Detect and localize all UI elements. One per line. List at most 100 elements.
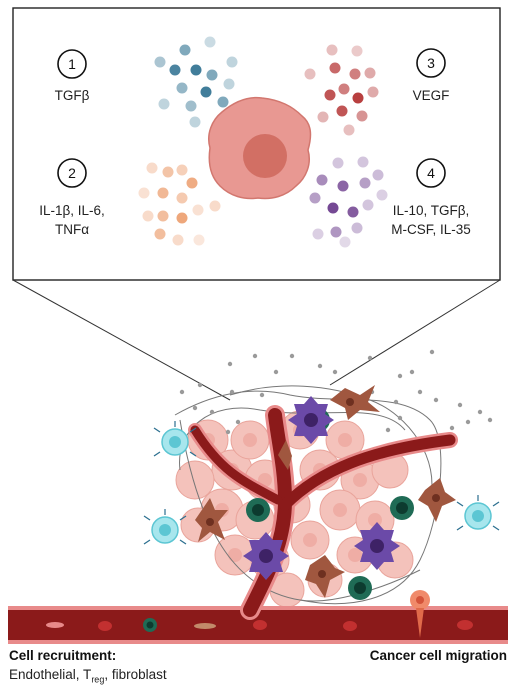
caption-recruitment-sub: Endothelial, Treg, fibroblast xyxy=(9,667,167,685)
cytokine-dot xyxy=(162,166,174,178)
cytokine-dot xyxy=(367,86,379,98)
cytokine-dots-tgfb xyxy=(154,36,238,128)
caption-cell-recruitment: Cell recruitment: xyxy=(9,648,117,663)
grey-dot xyxy=(397,415,403,421)
grey-dot xyxy=(192,405,198,411)
cytokine-dot xyxy=(157,187,169,199)
cytokine-dot xyxy=(172,234,184,246)
cytokine-dot xyxy=(146,162,158,174)
cytokine-dot xyxy=(338,83,350,95)
number-circle-3 xyxy=(416,48,446,78)
cytokine-dot xyxy=(329,62,341,74)
grey-dot xyxy=(235,419,241,425)
cytokine-dot xyxy=(359,177,371,189)
cytokine-dot xyxy=(192,204,204,216)
label-vegf: VEGF xyxy=(412,88,450,103)
label-il10-line2: M-CSF, IL-35 xyxy=(391,222,471,237)
extracellular-grey-dots xyxy=(179,349,493,435)
tumor-nucleus xyxy=(243,134,287,178)
cytokine-dot xyxy=(356,110,368,122)
cytokine-dot xyxy=(376,189,388,201)
cytokine-dots-vegf xyxy=(304,44,379,136)
grey-dot xyxy=(457,402,463,408)
number-label-2: 2 xyxy=(68,165,76,181)
cytokine-dot xyxy=(347,206,359,218)
cytokine-dot xyxy=(349,68,361,80)
grey-dot xyxy=(429,349,435,355)
cytokine-dot xyxy=(327,202,339,214)
zoom-line-right xyxy=(329,279,501,386)
cytokine-dot xyxy=(185,100,197,112)
cytokine-dot xyxy=(372,169,384,181)
cytokine-dot xyxy=(200,86,212,98)
cytokine-dot xyxy=(304,68,316,80)
cytokine-dot xyxy=(169,64,181,76)
number-circle-2 xyxy=(57,158,87,188)
cytokine-dots-il10 xyxy=(309,156,388,248)
cytokine-dot xyxy=(330,226,342,238)
label-il-line1: IL-1β, IL-6, xyxy=(39,203,105,218)
grey-dot xyxy=(289,353,295,359)
grey-dot xyxy=(487,417,493,423)
number-circle-4 xyxy=(416,158,446,188)
number-circle-1 xyxy=(57,49,87,79)
grey-dot xyxy=(393,399,399,405)
grey-dot xyxy=(409,369,415,375)
cytokine-dot xyxy=(157,210,169,222)
cytokine-dot xyxy=(362,199,374,211)
cytokine-dot xyxy=(206,69,218,81)
blood-vessel-branches xyxy=(188,405,458,620)
grey-dot xyxy=(179,389,185,395)
grey-dot xyxy=(367,355,373,361)
cytokine-dot xyxy=(176,164,188,176)
number-label-4: 4 xyxy=(427,165,435,181)
cytokine-dot xyxy=(364,67,376,79)
cytokine-dot xyxy=(317,111,329,123)
caption-cancer-migration: Cancer cell migration xyxy=(369,648,507,663)
vessel-wall-bottom xyxy=(8,640,508,644)
number-label-3: 3 xyxy=(427,55,435,71)
cytokine-dot xyxy=(209,200,221,212)
grey-dot xyxy=(332,369,338,375)
cytokine-dot xyxy=(189,116,201,128)
label-il10-line1: IL-10, TGFβ, xyxy=(392,203,470,218)
purple-macrophages xyxy=(243,396,400,580)
grey-dot xyxy=(197,382,203,388)
number-label-1: 1 xyxy=(68,56,76,72)
brown-fibroblasts xyxy=(195,385,456,598)
cytokine-dot xyxy=(339,236,351,248)
cytokine-dot xyxy=(176,212,188,224)
cytokine-dot xyxy=(158,98,170,110)
cytokine-dot xyxy=(352,92,364,104)
grey-dot xyxy=(229,389,235,395)
cytokine-dot xyxy=(190,64,202,76)
grey-dot xyxy=(252,353,258,359)
grey-dot xyxy=(433,397,439,403)
cytokine-dot xyxy=(351,45,363,57)
cytokine-dot xyxy=(357,156,369,168)
label-tgfb: TGFβ xyxy=(54,88,90,103)
cytokine-dot xyxy=(154,228,166,240)
cytokine-dot xyxy=(309,192,321,204)
zoom-line-left xyxy=(12,279,231,401)
grey-dot xyxy=(477,409,483,415)
cytokine-dot xyxy=(226,56,238,68)
cytokine-dot xyxy=(154,56,166,68)
cytokine-dot xyxy=(204,36,216,48)
cytokine-dot xyxy=(217,96,229,108)
grey-dot xyxy=(449,425,455,431)
grey-dot xyxy=(385,427,391,433)
cytokine-dot xyxy=(142,210,154,222)
cytokine-dot xyxy=(337,180,349,192)
cytokine-dot xyxy=(186,177,198,189)
migrating-cancer-cell xyxy=(410,590,430,638)
cytokine-dot xyxy=(223,78,235,90)
grey-dot xyxy=(259,392,265,398)
grey-dot xyxy=(465,419,471,425)
cytokine-dot xyxy=(343,124,355,136)
grey-dot xyxy=(209,409,215,415)
grey-dot xyxy=(225,429,231,435)
cyan-immune-cells xyxy=(151,428,492,544)
label-il-line2: TNFα xyxy=(54,222,90,237)
cytokine-dot xyxy=(316,174,328,186)
